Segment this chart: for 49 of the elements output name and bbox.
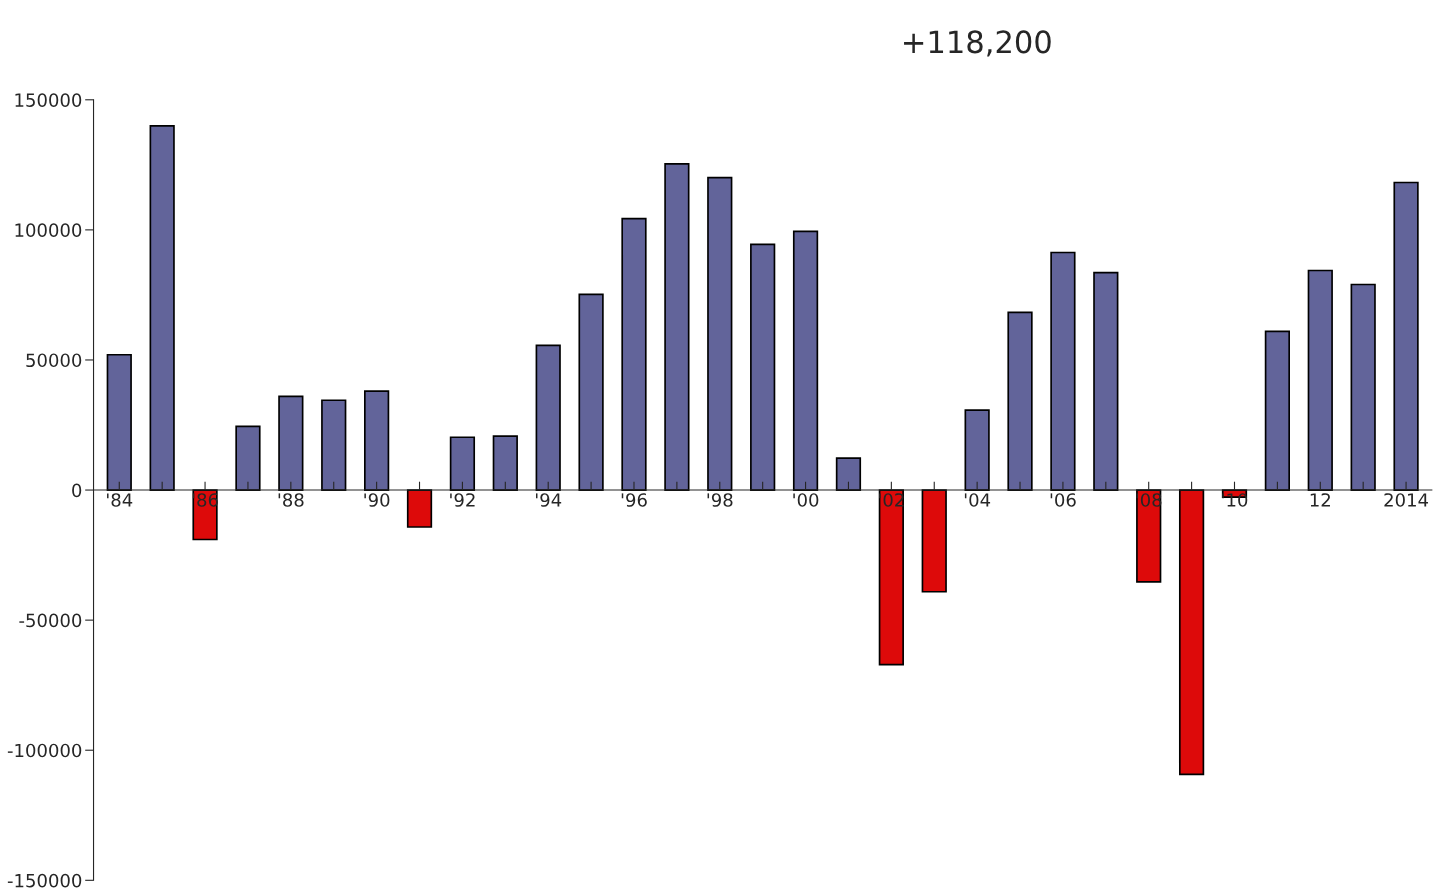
bar: [235, 425, 261, 491]
y-tick-label: -100000: [7, 743, 82, 758]
x-tick-label: '84: [107, 493, 133, 507]
bar: [1393, 181, 1419, 491]
y-tick-label: -50000: [19, 613, 82, 628]
bar: [1178, 489, 1205, 776]
bar: [707, 176, 733, 491]
bar: [321, 399, 347, 491]
bar: [1350, 283, 1376, 491]
x-tick-label: '96: [621, 493, 647, 507]
x-tick-label: '94: [535, 493, 562, 507]
x-tick-label: 2014: [1384, 493, 1429, 507]
bar: [921, 489, 947, 593]
bar: [621, 217, 647, 491]
bar: [1264, 330, 1291, 491]
y-tick-label: 0: [72, 483, 82, 498]
bar: [106, 353, 132, 491]
x-tick-label: '92: [450, 493, 475, 507]
bar: [664, 162, 690, 491]
bar: [535, 344, 561, 491]
bar: [492, 435, 518, 491]
bar: [835, 457, 862, 491]
bar: [878, 489, 904, 666]
x-tick-label: 12: [1310, 493, 1330, 507]
bar: [750, 243, 776, 491]
bar: [792, 230, 819, 491]
x-tick-label: '00: [793, 493, 819, 507]
bar: [1307, 269, 1333, 491]
bar: [1093, 271, 1119, 491]
y-tick-label: 100000: [15, 223, 82, 237]
y-tick-label: 150000: [15, 93, 82, 107]
bar: [278, 395, 304, 491]
y-tick-label: -150000: [7, 873, 82, 888]
x-tick-label: '98: [707, 493, 733, 507]
bar: [1050, 251, 1076, 491]
bar: [449, 436, 476, 491]
bar: [406, 489, 433, 528]
bar: [578, 293, 604, 491]
bar: [964, 409, 990, 491]
text: +118,200: [904, 30, 1051, 57]
bar: [1136, 489, 1162, 583]
bar: [363, 390, 390, 491]
x-tick-label: '06: [1050, 493, 1076, 507]
bar: [1007, 311, 1033, 491]
bar: [149, 124, 175, 491]
y-tick-label: 50000: [26, 353, 82, 368]
x-tick-label: '04: [964, 493, 991, 507]
x-tick-label: '88: [278, 493, 304, 507]
x-tick-label: '90: [364, 493, 390, 507]
